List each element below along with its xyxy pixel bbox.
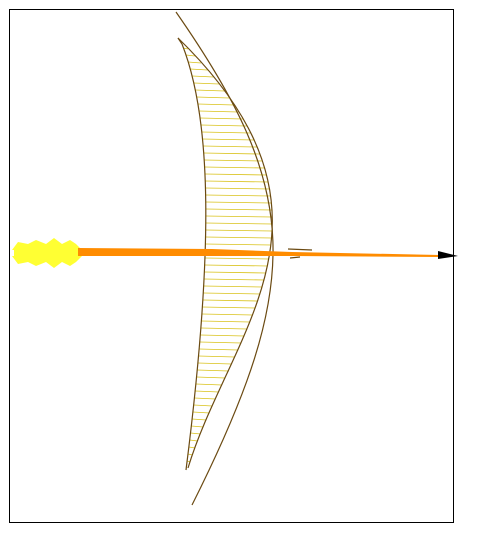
hatch-line bbox=[204, 286, 263, 287]
hatch-line bbox=[197, 370, 228, 371]
hatch-line bbox=[205, 244, 271, 245]
fletching-core bbox=[14, 250, 80, 256]
hatch-line bbox=[202, 314, 253, 315]
hatch-line bbox=[206, 202, 272, 203]
hatch-line bbox=[206, 195, 271, 196]
hatch-line bbox=[202, 132, 250, 133]
bow-string-curve bbox=[182, 44, 206, 470]
hatch-line bbox=[198, 363, 232, 364]
hatch-line bbox=[205, 188, 269, 189]
hatch-line bbox=[190, 440, 198, 441]
hatch-line bbox=[195, 90, 224, 91]
hatch-line bbox=[203, 300, 258, 301]
hatch-line bbox=[194, 398, 215, 399]
hatch-line bbox=[201, 125, 247, 126]
hatch-line bbox=[204, 272, 266, 273]
fletching-bottom bbox=[12, 256, 82, 268]
hatch-line bbox=[194, 83, 219, 84]
hatch-line bbox=[194, 405, 213, 406]
hatch-line bbox=[203, 146, 257, 147]
hatch-line bbox=[201, 321, 250, 322]
hatch-line bbox=[193, 412, 210, 413]
hatch-line bbox=[205, 181, 268, 182]
hatch-line bbox=[204, 279, 264, 280]
hatch-line bbox=[206, 237, 272, 238]
hatch-line bbox=[206, 216, 272, 217]
hatch-line bbox=[203, 139, 254, 140]
hatch-line bbox=[201, 328, 247, 329]
hatch-line bbox=[200, 118, 243, 119]
hatch-line bbox=[203, 293, 260, 294]
hatch-line bbox=[186, 55, 195, 56]
hatch-line bbox=[196, 384, 222, 385]
hatch-line bbox=[205, 258, 269, 259]
hatch-line bbox=[197, 97, 229, 98]
hatch-line bbox=[206, 209, 272, 210]
hatch-line bbox=[199, 349, 238, 350]
hatch-line bbox=[199, 356, 235, 357]
hatch-line bbox=[200, 335, 244, 336]
hatch-line bbox=[205, 265, 268, 266]
hatch-line bbox=[195, 391, 219, 392]
hatch-line bbox=[202, 307, 255, 308]
hatch-line bbox=[197, 377, 226, 378]
hatch-line bbox=[200, 342, 241, 343]
hatch-line bbox=[191, 426, 203, 427]
hatch-line bbox=[188, 62, 201, 63]
arrowhead-icon bbox=[438, 251, 458, 259]
hatch-line bbox=[206, 223, 273, 224]
hatch-line bbox=[205, 174, 266, 175]
hatch-line bbox=[192, 419, 206, 420]
hatch-line bbox=[204, 153, 260, 154]
hatch-line bbox=[206, 230, 272, 231]
hatch-line bbox=[205, 167, 265, 168]
fletching-icon bbox=[12, 238, 82, 268]
hatch-line bbox=[198, 104, 234, 105]
hatch-line bbox=[191, 433, 201, 434]
fletching-top bbox=[12, 238, 82, 250]
arrow-shaft bbox=[78, 248, 440, 257]
hatch-line bbox=[199, 111, 238, 112]
hatch-line bbox=[190, 69, 207, 70]
hatch-line bbox=[204, 160, 262, 161]
arrow-icon bbox=[78, 248, 458, 259]
hatch-line bbox=[192, 76, 213, 77]
